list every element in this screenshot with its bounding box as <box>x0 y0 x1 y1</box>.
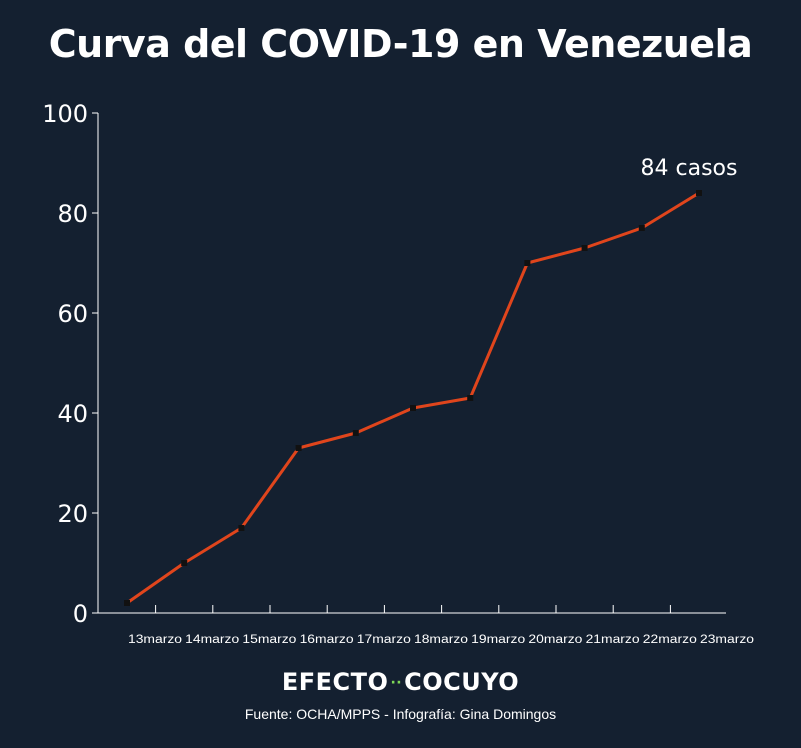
y-tick-label: 60 <box>57 300 88 328</box>
x-tick-label: 22marzo <box>643 634 697 646</box>
x-tick-label: 23marzo <box>700 634 754 646</box>
data-point <box>696 190 702 196</box>
data-point <box>295 445 302 451</box>
y-tick-label: 20 <box>57 500 88 528</box>
data-point <box>410 405 416 411</box>
brand-left: EFECTO <box>281 668 389 696</box>
x-tick-label: 13marzo <box>128 634 182 646</box>
y-ticks: 0 20 40 60 80 100 <box>42 100 98 628</box>
chart-axes <box>97 113 726 614</box>
data-point <box>238 525 245 531</box>
x-tick-label: 16marzo <box>300 634 354 646</box>
data-point <box>638 225 645 231</box>
series-line <box>126 191 700 605</box>
y-tick-label: 100 <box>42 100 88 128</box>
y-tick-label: 40 <box>57 400 88 428</box>
x-tick-label: 21marzo <box>586 634 640 646</box>
y-tick-label: 80 <box>57 200 88 228</box>
x-tick-label: 14marzo <box>185 634 239 646</box>
brand-logo: EFECTO ··COCUYO <box>0 668 801 696</box>
x-tick-label: 18marzo <box>414 634 468 646</box>
chart-title: Curva del COVID-19 en Venezuela <box>48 22 753 66</box>
x-tick-label: 20marzo <box>528 634 582 646</box>
annotation-label: 84 casos <box>641 156 738 181</box>
data-point <box>352 430 359 436</box>
source-credit: Fuente: OCHA/MPPS - Infografía: Gina Dom… <box>244 706 557 722</box>
data-point <box>524 260 531 266</box>
series-cases <box>124 190 702 606</box>
data-point <box>124 600 130 606</box>
data-point <box>181 560 188 566</box>
x-ticks: 13marzo 14marzo 15marzo 16marzo 17marzo 18mar… <box>128 605 754 646</box>
brand-right: COCUYO <box>404 668 520 696</box>
x-tick-label: 19marzo <box>471 634 525 646</box>
brand-separator: ·· <box>390 675 403 691</box>
x-tick-label: 15marzo <box>242 634 296 646</box>
annotations: 84 casos <box>641 156 738 181</box>
y-tick-label: 0 <box>73 600 88 628</box>
data-point <box>581 245 588 251</box>
data-point <box>467 395 474 401</box>
x-tick-label: 17marzo <box>357 634 411 646</box>
